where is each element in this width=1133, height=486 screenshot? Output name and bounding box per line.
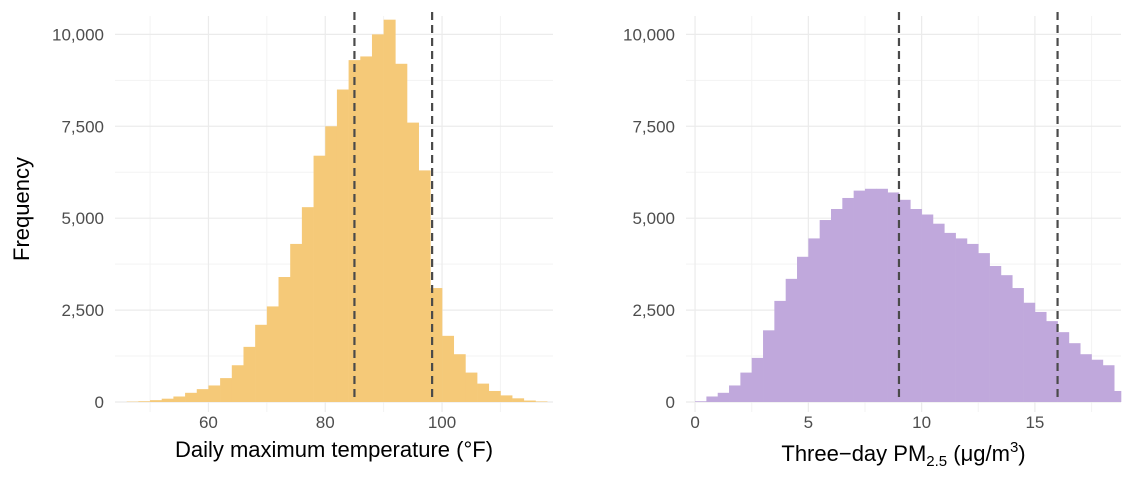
histogram-bar [173,396,186,402]
x-tick-label: 10 [912,413,931,432]
histogram-bar [1080,354,1092,402]
histogram-bar [465,372,478,402]
histogram-bar [819,220,832,402]
y-tick-label: 0 [95,393,104,412]
histogram-bar [512,398,525,402]
histogram-bar [266,306,279,402]
y-tick-label: 5,000 [632,209,675,228]
histogram-bar [418,170,431,402]
histogram-bar [185,392,198,402]
panel-1: 60 80 100 0 2,500 5,000 7,500 10,000 [52,12,553,432]
histogram-bar [729,385,741,402]
histogram-bar [774,300,786,402]
histogram-bar [695,401,707,402]
histogram-bar [706,396,719,402]
histogram-bar [407,122,419,402]
histogram-bar [898,199,911,402]
histogram-bar [150,400,163,402]
histogram-bar [955,238,968,402]
y-tick-label: 7,500 [61,117,104,136]
x-tick-label: 5 [804,413,813,432]
histogram-bar [740,372,753,402]
histogram-bar [842,197,854,402]
histogram-bar [255,324,268,402]
y-tick-label: 10,000 [52,25,104,44]
histogram-bar [887,192,900,402]
panel-2: 0 5 10 15 0 2,500 5,000 7,500 10,000 [623,12,1122,432]
histogram-bar [453,354,466,402]
y-tick-label: 2,500 [61,301,104,320]
histogram-bar [442,335,455,402]
histogram-bar [966,243,979,402]
histogram-bar [989,265,1002,402]
x-axis-title-right: Three−day PM2.5 (μg/m3) [781,439,1025,470]
histogram-bar [220,378,233,402]
histogram-bar [1023,302,1036,402]
histogram-bar [1057,332,1070,402]
histogram-bar [290,243,303,402]
y-axis-title: Frequency [9,157,34,261]
histogram-bar [348,60,361,402]
histogram-bar [785,278,798,402]
histogram-bar [763,330,775,402]
histogram-bar [910,209,922,402]
x-tick-label: 80 [316,413,335,432]
histogram-bar [831,209,843,402]
x-tick-label: 15 [1025,413,1044,432]
histogram-bar [978,253,990,402]
histogram-bar [1068,343,1081,402]
histogram-bar [360,56,373,402]
histogram-bar [278,277,291,402]
y-tick-label: 0 [666,393,675,412]
histogram-bar [1091,359,1104,402]
x-tick-label: 60 [199,413,218,432]
histogram-bar [864,188,877,402]
y-tick-label: 5,000 [61,209,104,228]
histogram-bar [717,392,730,402]
histogram-bar [500,395,513,402]
histogram-bar [488,390,501,402]
histogram-bar [430,288,443,402]
x-axis-title-left: Daily maximum temperature (°F) [175,437,493,462]
histogram-bar [1000,275,1013,402]
histogram-bar [161,398,174,402]
histogram-bar [301,207,314,402]
histogram-bar [336,89,349,403]
histogram-bar [932,223,945,402]
histogram-bar [853,190,866,402]
histogram-bar [797,256,809,402]
histogram-bar [138,401,151,402]
histogram-bar [876,188,888,402]
histogram-bar [196,389,209,402]
histogram-bar [208,385,221,402]
x-tick-label: 100 [428,413,456,432]
x-tick-label: 0 [690,413,699,432]
histogram-bar [243,346,256,402]
histogram-bar [921,214,934,402]
histogram-bar [808,238,820,402]
histogram-bar [1046,321,1058,402]
histogram-bar [477,383,490,402]
histogram-bar [325,126,338,403]
histogram-bar [751,357,764,402]
histogram-bar [383,19,396,403]
histogram-bar [1102,365,1115,402]
histogram-bar [1034,311,1047,402]
histogram-bar [944,232,956,402]
histogram-bar [523,400,536,402]
histogram-bar [1012,288,1024,402]
y-tick-label: 10,000 [623,25,675,44]
histogram-bar [231,365,244,402]
y-tick-label: 7,500 [632,117,675,136]
histogram-bar [395,63,408,403]
histogram-bar [371,34,384,402]
y-tick-label: 2,500 [632,301,675,320]
histogram-bar [313,155,326,402]
histogram-bar [1114,390,1122,402]
histogram-bar [535,401,548,402]
